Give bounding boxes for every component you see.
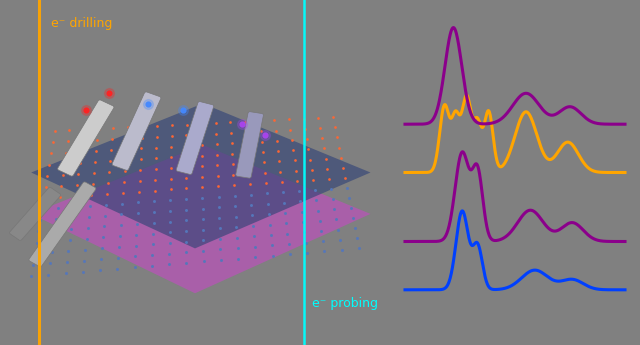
FancyBboxPatch shape: [10, 187, 61, 240]
Text: e⁻ probing: e⁻ probing: [312, 297, 378, 310]
Text: e⁻ drilling: e⁻ drilling: [51, 17, 112, 30]
Polygon shape: [31, 145, 371, 293]
FancyBboxPatch shape: [58, 100, 114, 176]
FancyBboxPatch shape: [29, 182, 96, 267]
FancyBboxPatch shape: [112, 92, 161, 170]
FancyBboxPatch shape: [236, 112, 264, 178]
Polygon shape: [31, 104, 371, 248]
FancyBboxPatch shape: [176, 101, 214, 175]
